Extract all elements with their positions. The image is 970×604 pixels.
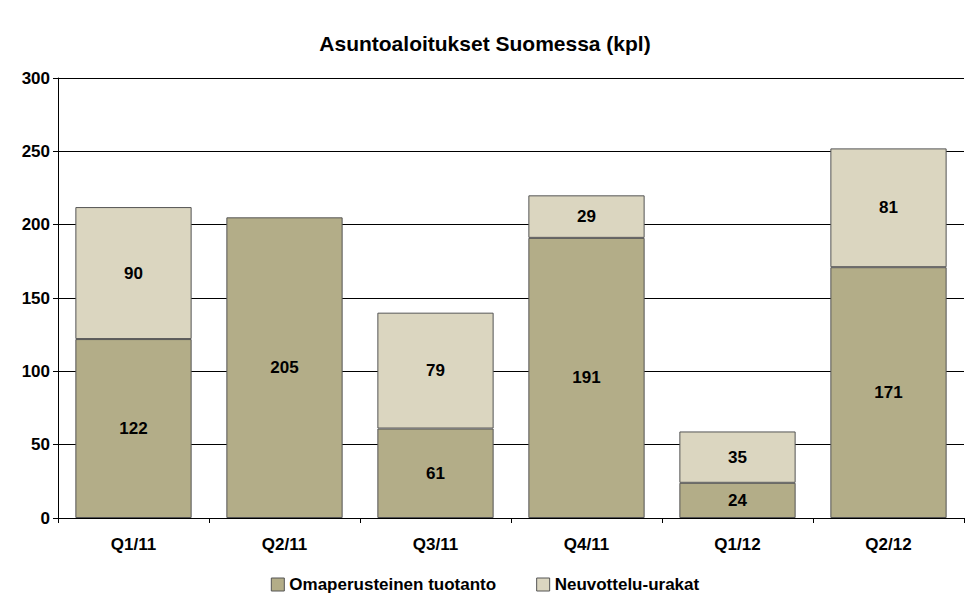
svg-text:Omaperusteinen tuotanto: Omaperusteinen tuotanto (289, 575, 496, 594)
svg-text:Q3/11: Q3/11 (413, 535, 458, 554)
svg-text:205: 205 (270, 358, 298, 377)
svg-text:35: 35 (728, 448, 747, 467)
svg-text:Q1/12: Q1/12 (714, 535, 760, 554)
svg-text:61: 61 (426, 464, 445, 483)
svg-text:150: 150 (22, 289, 50, 308)
svg-text:250: 250 (22, 142, 50, 161)
svg-text:81: 81 (879, 198, 898, 217)
svg-text:Q4/11: Q4/11 (564, 535, 609, 554)
svg-text:0: 0 (41, 509, 50, 528)
svg-text:122: 122 (119, 419, 147, 438)
svg-text:Asuntoaloitukset Suomessa (kpl: Asuntoaloitukset Suomessa (kpl) (319, 32, 650, 55)
svg-text:100: 100 (22, 362, 50, 381)
svg-text:300: 300 (22, 69, 50, 88)
svg-text:Q2/12: Q2/12 (865, 535, 911, 554)
svg-text:24: 24 (728, 491, 747, 510)
svg-text:200: 200 (22, 215, 50, 234)
svg-text:Neuvottelu-urakat: Neuvottelu-urakat (555, 575, 700, 594)
svg-text:79: 79 (426, 361, 445, 380)
svg-text:191: 191 (572, 368, 600, 387)
svg-text:171: 171 (874, 383, 902, 402)
svg-text:Q2/11: Q2/11 (262, 535, 307, 554)
svg-text:50: 50 (31, 435, 50, 454)
svg-text:29: 29 (577, 207, 596, 226)
svg-text:Q1/11: Q1/11 (111, 535, 156, 554)
svg-text:90: 90 (124, 264, 143, 283)
